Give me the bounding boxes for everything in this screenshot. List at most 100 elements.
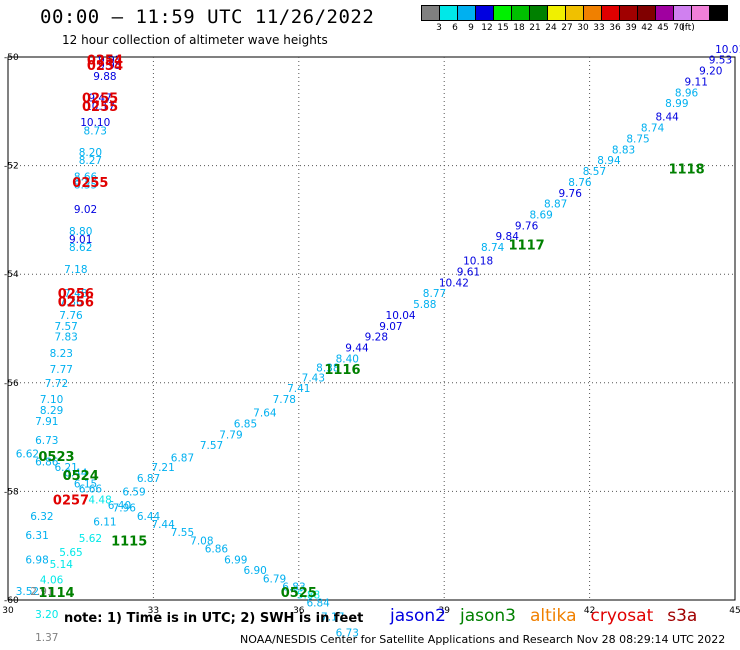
data-point-label: 9.20 (699, 66, 722, 78)
data-point-label: 7.78 (273, 394, 296, 406)
data-point-label: 7.57 (200, 440, 223, 452)
satellite-legend: jason2 jason3 altika cryosat s3a (390, 606, 711, 626)
legend-label: 3 (436, 23, 442, 33)
legend-label: 9 (468, 23, 474, 33)
data-point-label: 6.90 (243, 565, 266, 577)
x-tick-label: 33 (148, 606, 159, 616)
data-point-label: 10.10 (80, 117, 110, 129)
data-point-label: 4.48 (88, 495, 111, 507)
data-point-label: 8.44 (655, 112, 679, 124)
y-tick-label: -54 (4, 270, 19, 280)
data-point-label: 7.55 (171, 527, 194, 539)
legend-swatches (421, 5, 728, 21)
track-time-label: 0524 (63, 469, 99, 484)
x-tick-label: 45 (729, 606, 740, 616)
data-point-label: 6.98 (25, 554, 48, 566)
data-point-label: 8.87 (544, 199, 567, 211)
data-point-label: 8.40 (336, 353, 359, 365)
track-time-label: 0256 (58, 287, 94, 302)
legend-label: 27 (561, 23, 573, 33)
satellite-jason3: jason3 (460, 606, 516, 626)
data-point-label: 9.01 (69, 234, 92, 246)
data-point-label: 7.08 (190, 535, 213, 547)
data-point-label: 7.79 (219, 429, 242, 441)
data-point-label: 5.14 (50, 559, 74, 571)
y-tick-label: -50 (4, 53, 19, 63)
data-point-label: 6.84 (306, 598, 330, 610)
legend-label: 45 (657, 23, 669, 33)
x-tick-label: 39 (438, 606, 450, 616)
data-point-label: 7.36 (59, 296, 83, 308)
data-point-label: 1.37 (35, 632, 58, 644)
y-tick-label: -52 (4, 162, 19, 172)
data-point-label: 7.41 (287, 383, 310, 395)
satellite-altika: altika (530, 606, 577, 626)
track-time-label: 0255 (72, 176, 108, 191)
data-point-label: 6.99 (224, 554, 247, 566)
track-time-label: 1114 (38, 586, 74, 601)
satellite-jason2: jason2 (390, 606, 446, 626)
chart-subtitle: 12 hour collection of altimeter wave hei… (62, 33, 328, 47)
track-time-label: 0256 (58, 295, 94, 310)
data-point-label: 9.07 (379, 321, 402, 333)
data-point-label: 6.44 (64, 467, 88, 479)
data-point-label: 8.27 (79, 155, 102, 167)
data-point-label: 8.77 (423, 288, 446, 300)
data-point-label: 9.61 (457, 266, 480, 278)
data-point-label: 2.91 (30, 586, 53, 598)
data-point-label: 5.62 (79, 533, 102, 545)
data-point-label: 9.76 (515, 220, 539, 232)
data-point-label: 8.29 (40, 405, 63, 417)
data-point-label: 8.94 (597, 155, 621, 167)
track-time-label: 1116 (324, 363, 360, 378)
data-point-label: 7.96 (113, 503, 137, 515)
data-point-label: 10.42 (439, 277, 469, 289)
data-point-label: 8.69 (529, 209, 552, 221)
data-point-label: 6.21 (54, 462, 77, 474)
data-point-label: 8.57 (583, 166, 606, 178)
y-tick-label: -58 (4, 487, 19, 497)
y-tick-label: -60 (4, 596, 19, 606)
data-point-label: 7.83 (54, 332, 77, 344)
data-point-label: 9.93 (98, 55, 121, 67)
data-point-label: 9.02 (74, 204, 97, 216)
data-point-label: 8.75 (626, 133, 649, 145)
data-point-label: 3.20 (35, 609, 58, 621)
data-point-label: 9.95 (98, 60, 121, 72)
data-point-label: 6.40 (108, 500, 131, 512)
data-point-label: 7.17 (321, 611, 344, 623)
data-point-label: 8.74 (481, 242, 505, 254)
legend-label: 18 (513, 23, 525, 33)
track-time-label: 0525 (281, 586, 317, 601)
data-point-label: 7.10 (40, 394, 63, 406)
data-point-label: 6.73 (336, 628, 359, 640)
plot-frame (7, 56, 736, 601)
data-point-label: 8.83 (612, 144, 635, 156)
data-point-label: 7.57 (54, 321, 77, 333)
data-point-label: 9.88 (93, 71, 116, 83)
legend-label: 39 (625, 23, 637, 33)
legend-label: 6 (452, 23, 458, 33)
data-point-label: 6.15 (74, 478, 97, 490)
data-point-label: 8.38 (316, 363, 339, 375)
data-point-label: 7.43 (302, 372, 325, 384)
data-point-label: 9.47 (88, 93, 111, 105)
data-point-label: 6.83 (282, 581, 305, 593)
data-point-label: 4.06 (40, 574, 64, 586)
data-point-label: 9.53 (709, 55, 732, 67)
data-labels: 3.522.91 1.37 3.20 4.06 5.145.65 5.62 6.11 6.40… (16, 44, 740, 644)
data-point-label: 7.77 (50, 364, 73, 376)
data-point-label: 6.44 (137, 511, 161, 523)
data-point-label: 5.88 (413, 299, 436, 311)
data-point-label: 10.18 (463, 256, 493, 268)
data-point-label: 9.84 (496, 231, 520, 243)
track-time-label: 1115 (111, 534, 147, 549)
track-time-label: 0254 (87, 54, 123, 69)
track-annotations: 0254025402550255025502560256025705230524… (38, 54, 704, 601)
data-point-label: 7.76 (59, 310, 83, 322)
x-tick-label: 30 (2, 606, 14, 616)
legend-label: 24 (545, 23, 557, 33)
track-time-label: 0254 (87, 59, 123, 74)
data-point-label: 9.28 (365, 332, 388, 344)
data-point-label: 3.52 (16, 586, 39, 598)
